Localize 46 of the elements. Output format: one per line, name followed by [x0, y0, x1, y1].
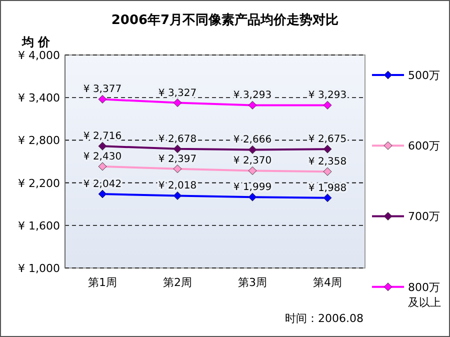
point: [173, 98, 182, 108]
point: [248, 145, 257, 154]
point: [323, 194, 332, 202]
point: [173, 164, 182, 174]
y-tick-label: ¥ 1,000: [18, 262, 60, 275]
point: [173, 144, 182, 154]
data-label: ¥ 1,988: [308, 182, 347, 194]
legend-label: 500万: [408, 69, 440, 82]
data-label: ¥ 2,018: [158, 180, 197, 192]
point: [248, 166, 257, 175]
point: [248, 100, 257, 110]
chart-title: 2006年7月不同像素产品均价走势对比: [111, 12, 339, 28]
y-tick-label: ¥ 2,200: [18, 176, 60, 190]
y-tick-label: ¥ 2,800: [18, 134, 60, 148]
point: [248, 192, 257, 202]
text: 时间：2006.08: [285, 312, 364, 325]
point: [323, 167, 332, 176]
data-label: ¥ 1,999: [233, 182, 272, 194]
data-label: ¥ 3,377: [83, 84, 122, 96]
point: [173, 191, 182, 200]
data-label: ¥ 2,370: [233, 156, 272, 167]
y-tick-label: ¥ 4,000: [18, 49, 60, 62]
legend-label: 800万及以上: [408, 280, 441, 309]
point: [323, 100, 332, 110]
data-label: ¥ 2,358: [308, 156, 347, 168]
point: [98, 190, 107, 198]
data-label: ¥ 2,042: [83, 179, 122, 190]
data-label: ¥ 2,678: [158, 134, 197, 145]
point: [98, 94, 107, 104]
point: [323, 144, 332, 154]
data-label: ¥ 2,430: [83, 151, 122, 162]
data-label: ¥ 2,716: [83, 131, 122, 142]
data-label: ¥ 3,327: [158, 88, 197, 99]
y-tick-label: ¥ 1,600: [18, 219, 60, 232]
legend-label: 600万: [408, 140, 440, 153]
x-tick-label: 第3周: [238, 276, 267, 289]
x-tick-label: 第1周: [88, 276, 117, 289]
x-tick-label: 第4周: [313, 276, 342, 289]
data-label: ¥ 2,666: [233, 134, 272, 146]
point: [98, 142, 107, 150]
data-label: ¥ 2,397: [158, 154, 197, 165]
y-axis-title: 均 价: [21, 35, 52, 49]
x-tick-label: 第2周: [163, 276, 192, 289]
legend-label: 700万: [408, 210, 440, 224]
y-tick-label: ¥ 3,400: [18, 92, 60, 105]
point: [98, 162, 107, 171]
